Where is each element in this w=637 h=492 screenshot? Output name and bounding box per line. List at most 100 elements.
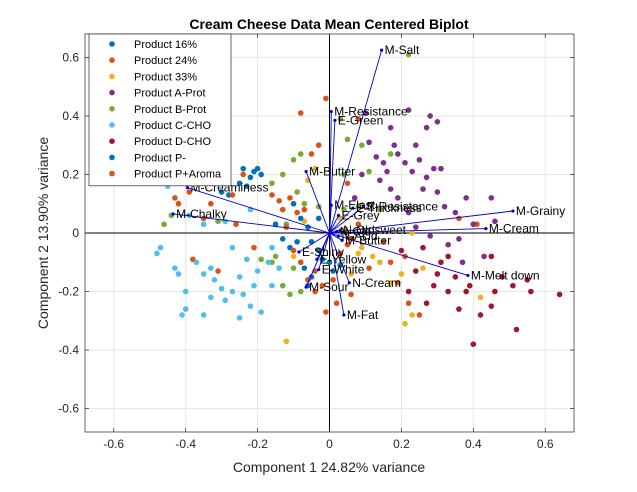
data-point [427, 233, 433, 239]
loading-label: M-Grainy [516, 204, 565, 218]
data-point [434, 189, 441, 195]
data-point [470, 341, 477, 348]
legend-marker [109, 122, 115, 128]
data-point [290, 157, 297, 163]
x-tick-label: 0.4 [465, 437, 482, 451]
loading-vector [173, 213, 330, 234]
data-point [481, 253, 487, 260]
loading-label: E-Green [338, 113, 383, 127]
data-point [355, 203, 362, 210]
data-point [463, 195, 469, 201]
loading-vector [329, 232, 350, 283]
data-point [369, 253, 376, 260]
loading-label: E-Resistance [367, 200, 439, 214]
legend-label: Product 16% [134, 39, 197, 51]
y-tick-label: -0.2 [58, 285, 79, 299]
data-point [456, 215, 462, 222]
data-point [524, 277, 531, 283]
loading-endpoint [336, 234, 341, 238]
data-point [308, 151, 315, 157]
data-point [405, 300, 412, 307]
loading-endpoint [333, 118, 337, 122]
loading-label: M-Chalky [176, 207, 227, 221]
data-point [445, 288, 451, 295]
data-point [499, 274, 505, 280]
data-point [279, 282, 286, 289]
data-point [240, 165, 247, 172]
data-point [430, 165, 437, 172]
data-point [556, 291, 563, 298]
loading-label: E-White [322, 263, 365, 277]
data-point [387, 279, 394, 286]
loading-vector [329, 49, 383, 234]
data-point [258, 256, 264, 263]
data-point [488, 303, 495, 309]
loading-endpoint [380, 48, 384, 52]
loading-endpoint [304, 169, 308, 174]
data-point [208, 200, 214, 207]
data-point [420, 186, 426, 192]
data-point [366, 265, 372, 271]
data-point [477, 312, 484, 318]
data-point [380, 238, 387, 245]
data-point [528, 288, 534, 295]
data-point [434, 271, 441, 277]
legend-marker [109, 170, 115, 177]
legend-marker [109, 106, 115, 112]
y-tick-label: 0 [72, 226, 79, 240]
data-point [337, 250, 344, 257]
x-tick-label: 0.6 [537, 437, 554, 451]
data-point [405, 288, 412, 295]
loading-label: N-Acid [341, 229, 377, 243]
data-point [218, 189, 225, 195]
data-point [269, 180, 275, 187]
loading-label: E-Thickness [356, 201, 422, 215]
data-point [244, 256, 250, 263]
x-axis-label: Component 1 24.82% variance [233, 459, 425, 475]
data-point [402, 320, 408, 327]
loading-vector [316, 232, 330, 260]
data-point [269, 244, 275, 251]
data-point [315, 142, 322, 149]
loading-endpoint [336, 213, 341, 218]
legend-label: Product A-Prot [134, 88, 206, 100]
data-point [409, 168, 415, 175]
data-point [287, 195, 293, 201]
loading-label: E-Grey [341, 208, 379, 222]
data-point [510, 282, 516, 289]
data-point [348, 291, 354, 298]
data-point [294, 238, 300, 245]
loading-label: M-Butter [309, 165, 355, 179]
data-point [452, 209, 459, 216]
data-point [412, 268, 419, 274]
data-point [157, 244, 164, 251]
data-point [330, 277, 336, 283]
loading-label: N-Cream [352, 276, 401, 290]
data-point [387, 124, 394, 131]
data-point [208, 294, 214, 301]
data-point [466, 282, 473, 289]
data-point [355, 116, 362, 122]
data-point [488, 253, 495, 260]
data-point [236, 180, 243, 187]
loading-endpoint [511, 209, 515, 213]
data-point [279, 171, 286, 178]
data-point [301, 206, 308, 213]
data-point [276, 265, 282, 271]
data-point [287, 291, 293, 298]
legend-label: Product C-CHO [134, 120, 211, 132]
data-point [236, 274, 243, 280]
y-tick-label: 0.4 [62, 109, 79, 123]
data-point [240, 291, 247, 298]
data-point [359, 244, 365, 251]
data-point [402, 159, 408, 166]
legend-marker [109, 41, 115, 47]
data-point [434, 118, 441, 125]
legend-marker [109, 138, 115, 144]
data-point [251, 168, 257, 175]
y-tick-label: 0.2 [62, 167, 79, 181]
data-point [326, 259, 333, 266]
loading-label: M-Fat [347, 308, 379, 322]
data-point [172, 265, 178, 271]
